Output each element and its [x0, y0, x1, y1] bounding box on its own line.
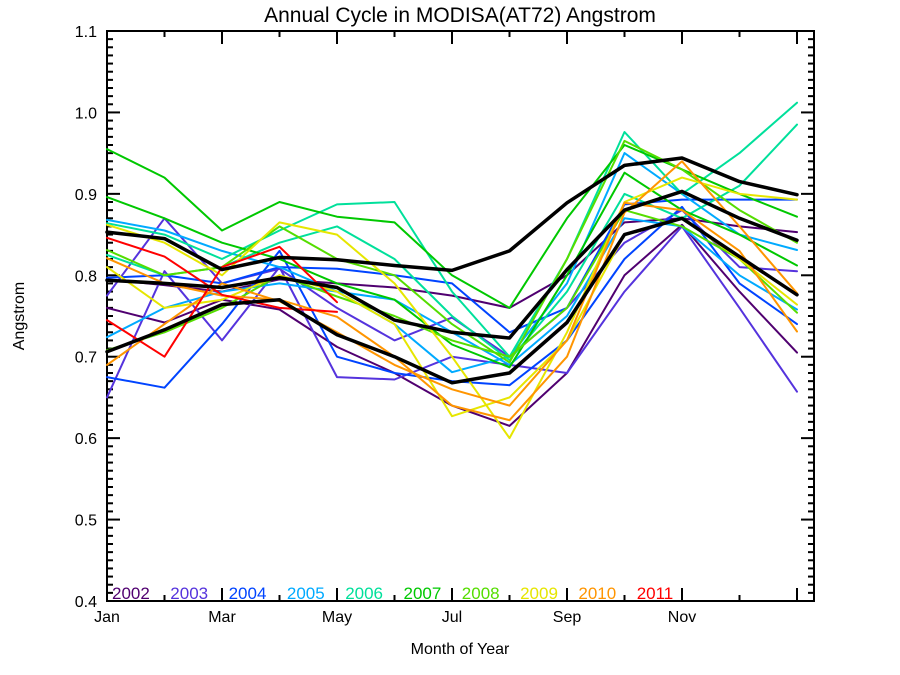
y-tick-label-1.1: 1.1	[75, 24, 97, 41]
plot-frame	[106, 30, 815, 602]
legend-year-2005: 2005	[287, 584, 325, 603]
y-axis-label: Angstrom	[11, 282, 28, 350]
y-tick-label-0.5: 0.5	[75, 513, 97, 530]
plot-border	[106, 30, 815, 602]
legend-year-2004: 2004	[229, 584, 267, 603]
y-tick-label-0.7: 0.7	[75, 350, 97, 367]
x-axis-label: Month of Year	[411, 641, 510, 658]
x-tick-label-Mar: Mar	[208, 609, 236, 626]
legend: 2002 2003 2004 2005 2006 2007 2008 2009 2010 2011	[112, 584, 673, 603]
legend-year-2006: 2006	[345, 584, 383, 603]
chart-title: Annual Cycle in MODISA(AT72) Angstrom	[264, 4, 656, 27]
series-line-2011-b	[106, 245, 338, 358]
legend-year-2011: 2011	[637, 584, 674, 603]
series-line-black-lower	[105, 216, 799, 385]
series-line-black-mid	[105, 189, 799, 340]
series-line-2011-a	[106, 236, 338, 313]
series-line-2008-b	[106, 209, 798, 358]
series-line-2010-b	[106, 201, 798, 407]
x-tick-label-Jul: Jul	[442, 609, 462, 626]
series-line-2006-a	[106, 101, 798, 358]
legend-year-2003: 2003	[170, 584, 208, 603]
axis-tick-labels: 0.4 0.5 0.6 0.7 0.8 0.9 1.0 1.1 Jan Mar May Jul Sep N…	[75, 24, 696, 626]
x-tick-label-Nov: Nov	[668, 609, 696, 626]
legend-year-2007: 2007	[404, 584, 442, 603]
y-tick-label-0.8: 0.8	[75, 268, 97, 285]
x-tick-label-Sep: Sep	[553, 609, 582, 626]
x-tick-label-May: May	[322, 609, 352, 626]
series-line-2009-a	[106, 176, 798, 440]
y-tick-label-1.0: 1.0	[75, 105, 97, 122]
legend-year-2008: 2008	[462, 584, 500, 603]
series-line-black-upper	[105, 156, 799, 273]
axis-ticks	[106, 30, 814, 602]
legend-year-2002: 2002	[112, 584, 150, 603]
legend-year-2009: 2009	[520, 584, 558, 603]
y-tick-label-0.4: 0.4	[75, 594, 97, 611]
data-series-lines	[105, 101, 799, 440]
y-tick-label-0.6: 0.6	[75, 431, 97, 448]
legend-year-2010: 2010	[578, 584, 616, 603]
x-tick-label-Jan: Jan	[94, 609, 120, 626]
y-tick-label-0.9: 0.9	[75, 187, 97, 204]
